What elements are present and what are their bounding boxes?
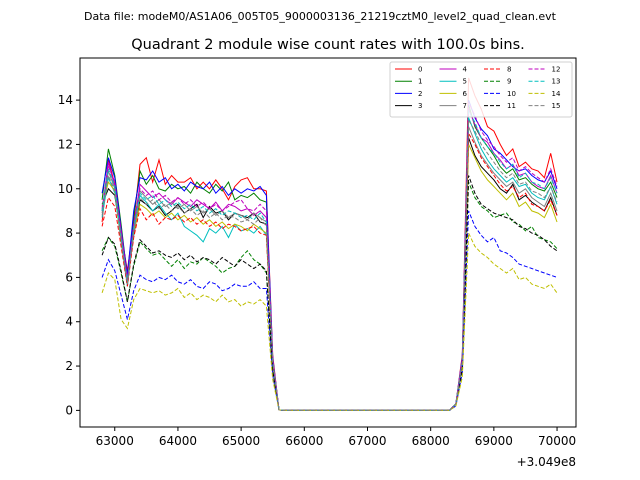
legend-label-9: 9 [507,78,511,86]
y-tick-label: 10 [58,182,73,196]
series-line-9 [101,181,558,411]
legend-label-6: 6 [463,90,468,98]
x-tick-label: 69000 [475,434,513,448]
series-layer [101,77,558,411]
legend-label-14: 14 [552,90,561,98]
legend-box [389,61,573,118]
x-tick-label: 66000 [285,434,323,448]
x-tick-label: 63000 [96,434,134,448]
x-axis: 63000 64000 65000 66000 67000 68000 69000 70000 [96,427,576,448]
legend-label-11: 11 [507,102,516,110]
legend-label-10: 10 [507,90,516,98]
legend-label-8: 8 [507,66,511,74]
x-tick-label: 67000 [348,434,386,448]
x-tick-label: 70000 [538,434,576,448]
x-tick-label: 68000 [412,434,450,448]
legend-label-0: 0 [418,66,422,74]
legend-label-12: 12 [552,66,561,74]
y-tick-label: 0 [65,403,73,417]
x-tick-label: 64000 [159,434,197,448]
y-tick-label: 14 [58,93,73,107]
legend-label-4: 4 [463,66,468,74]
legend-label-5: 5 [463,78,467,86]
y-tick-label: 6 [65,270,73,284]
y-tick-label: 4 [65,315,73,329]
legend-label-2: 2 [418,90,422,98]
x-tick-label: 65000 [222,434,260,448]
y-tick-label: 8 [65,226,73,240]
legend-label-15: 15 [552,102,561,110]
chart-title: Quadrant 2 module wise count rates with … [131,37,525,53]
x-offset-label: +3.049e8 [517,455,576,469]
y-tick-label: 12 [58,137,73,151]
plot-frame [79,57,577,428]
series-line-14 [101,232,558,411]
y-tick-label: 2 [65,359,73,373]
legend-label-7: 7 [463,102,467,110]
series-line-15 [101,118,558,411]
y-axis: 0 2 4 6 8 10 12 14 [58,93,80,417]
series-line-11 [101,175,558,411]
legend-label-1: 1 [418,78,422,86]
suptitle: Data file: modeM0/AS1A06_005T05_90000031… [84,10,557,23]
legend-label-3: 3 [418,102,422,110]
legend-label-13: 13 [552,78,561,86]
